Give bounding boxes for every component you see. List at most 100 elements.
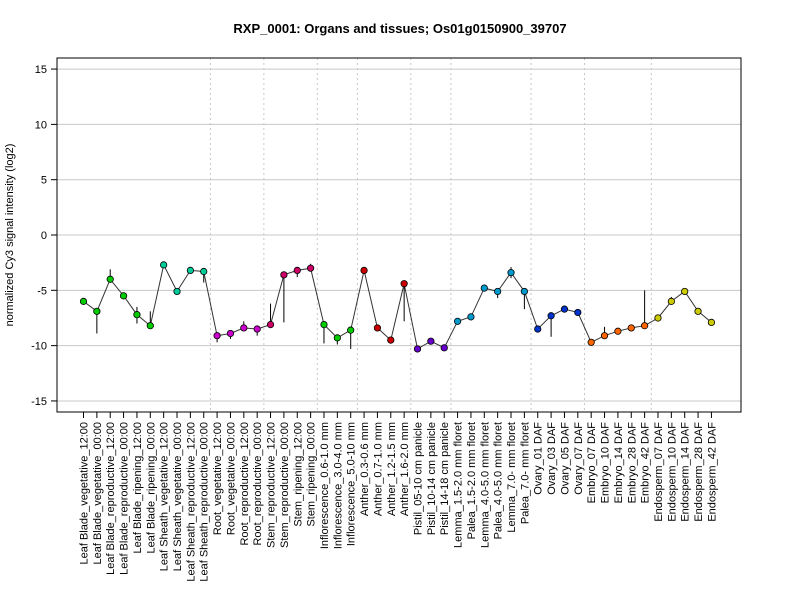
data-point [93,307,101,315]
data-point [240,324,248,332]
x-tick-label: Lemma_4.0-5.0 mm floret [479,422,491,548]
data-point [79,297,88,305]
x-tick-label: Stem_ripening_12:00 [292,422,304,527]
data-point [574,308,582,317]
x-tick-label: Endosperm_14 DAF [680,422,692,522]
data-point [627,324,635,332]
x-tick-label: Anther_0.7-1.0 mm [372,422,384,516]
x-tick-label: Stem_ripening_00:00 [306,422,318,527]
y-tick-label: -5 [37,285,47,297]
data-point [200,267,208,276]
x-tick-label: Lemma_7.0- mm floret [506,422,518,533]
x-tick-label: Anther_1.6-2.0 mm [399,422,411,516]
data-point [587,338,595,346]
data-point [347,326,355,334]
x-tick-label: Pistil_05-10 cm panicle [413,422,425,535]
data-point [133,311,141,319]
y-tick-label: -10 [31,341,47,353]
x-tick-label: Endosperm_42 DAF [706,422,718,522]
y-tick-label: 10 [35,119,47,131]
y-axis: -15 -10 -5 0 5 10 15 [31,64,57,408]
data-point [320,321,328,329]
data-point [560,305,569,313]
x-tick-label: Stem_reproductive_00:00 [279,422,291,548]
data-point [106,275,114,283]
data-point [119,292,128,300]
x-tick-label: Lemma_1.5-2.0 mm floret [453,422,465,548]
data-point [694,307,702,315]
data-point [307,264,315,272]
x-tick-label: Inflorescence_3.0-4.0 mm [332,422,344,549]
x-tick-label: Inflorescence_0.6-1.0 mm [319,422,331,549]
x-tick-label: Ovary_05 DAF [559,422,571,495]
data-point [707,318,716,326]
data-point [507,269,515,277]
x-tick-label: Root_reproductive_12:00 [239,422,251,546]
data-point [654,314,662,322]
data-point [173,287,181,296]
data-point [400,280,408,288]
data-point [387,336,395,344]
y-tick-label: 15 [35,64,47,76]
chart-title: RXP_0001: Organs and tissues; Os01g01509… [233,21,566,36]
data-point [427,337,435,345]
x-tick-label: Endosperm_28 DAF [693,422,705,522]
data-points [79,261,716,353]
x-tick-label: Root_vegetative_00:00 [225,422,237,535]
data-point [333,334,341,342]
data-point [614,327,622,335]
data-point [146,322,154,330]
x-tick-label: Palea_7.0- mm floret [519,422,531,524]
y-tick-label: 0 [41,230,47,242]
data-point [681,287,689,296]
x-tick-label: Embryo_42 DAF [640,422,652,504]
data-point [266,321,275,329]
data-point [494,287,502,296]
x-tick-label: Ovary_01 DAF [533,422,545,495]
y-tick-label: 5 [41,175,47,187]
data-point [467,313,475,321]
x-tick-label: Embryo_28 DAF [626,422,638,504]
y-axis-label: normalized Cy3 signal intensity (log2) [4,144,16,327]
x-tick-label: Leaf Blade_ripening_12:00 [132,422,144,554]
x-tick-label: Anther_1.2-1.5 mm [386,422,398,516]
x-tick-label: Leaf Sheath_reproductive_12:00 [185,422,197,582]
data-point [186,266,194,274]
data-point [547,312,555,320]
data-point [213,332,221,340]
grid-lines [57,68,741,402]
x-tick-label: Leaf Sheath_vegetative_12:00 [159,422,171,571]
y-tick-label: -15 [31,396,47,408]
group-separators [209,58,652,412]
x-tick-label: Ovary_03 DAF [546,422,558,495]
data-point [520,287,528,296]
x-tick-label: Root_vegetative_12:00 [212,422,224,535]
data-point [453,317,462,325]
data-point [534,325,542,333]
x-tick-label: Embryo_14 DAF [613,422,625,504]
data-point [480,284,488,292]
data-point [440,344,448,352]
x-tick-label: Endosperm_10 DAF [666,422,678,522]
x-tick-label: Root_reproductive_00:00 [252,422,264,546]
series-line [83,263,712,350]
x-tick-label: Anther_0.3-0.6 mm [359,422,371,516]
x-tick-label: Leaf Sheath_vegetative_00:00 [172,422,184,571]
data-point [600,332,609,340]
x-tick-label: Leaf Blade_vegetative_00:00 [92,422,104,565]
series-polyline [83,263,712,350]
x-tick-label: Ovary_07 DAF [573,422,585,495]
data-point [360,266,368,274]
x-tick-label: Leaf Blade_vegetative_12:00 [79,422,91,565]
x-tick-label: Endosperm_07 DAF [653,422,665,522]
x-tick-label: Embryo_10 DAF [600,422,612,504]
x-tick-label: Palea_1.5-2.0 mm floret [466,422,478,539]
x-tick-label: Embryo_07 DAF [586,422,598,504]
data-point [667,297,675,305]
data-point [413,345,422,353]
data-point [253,325,261,333]
data-point [160,261,168,269]
data-point [641,322,649,330]
data-point [293,266,301,274]
